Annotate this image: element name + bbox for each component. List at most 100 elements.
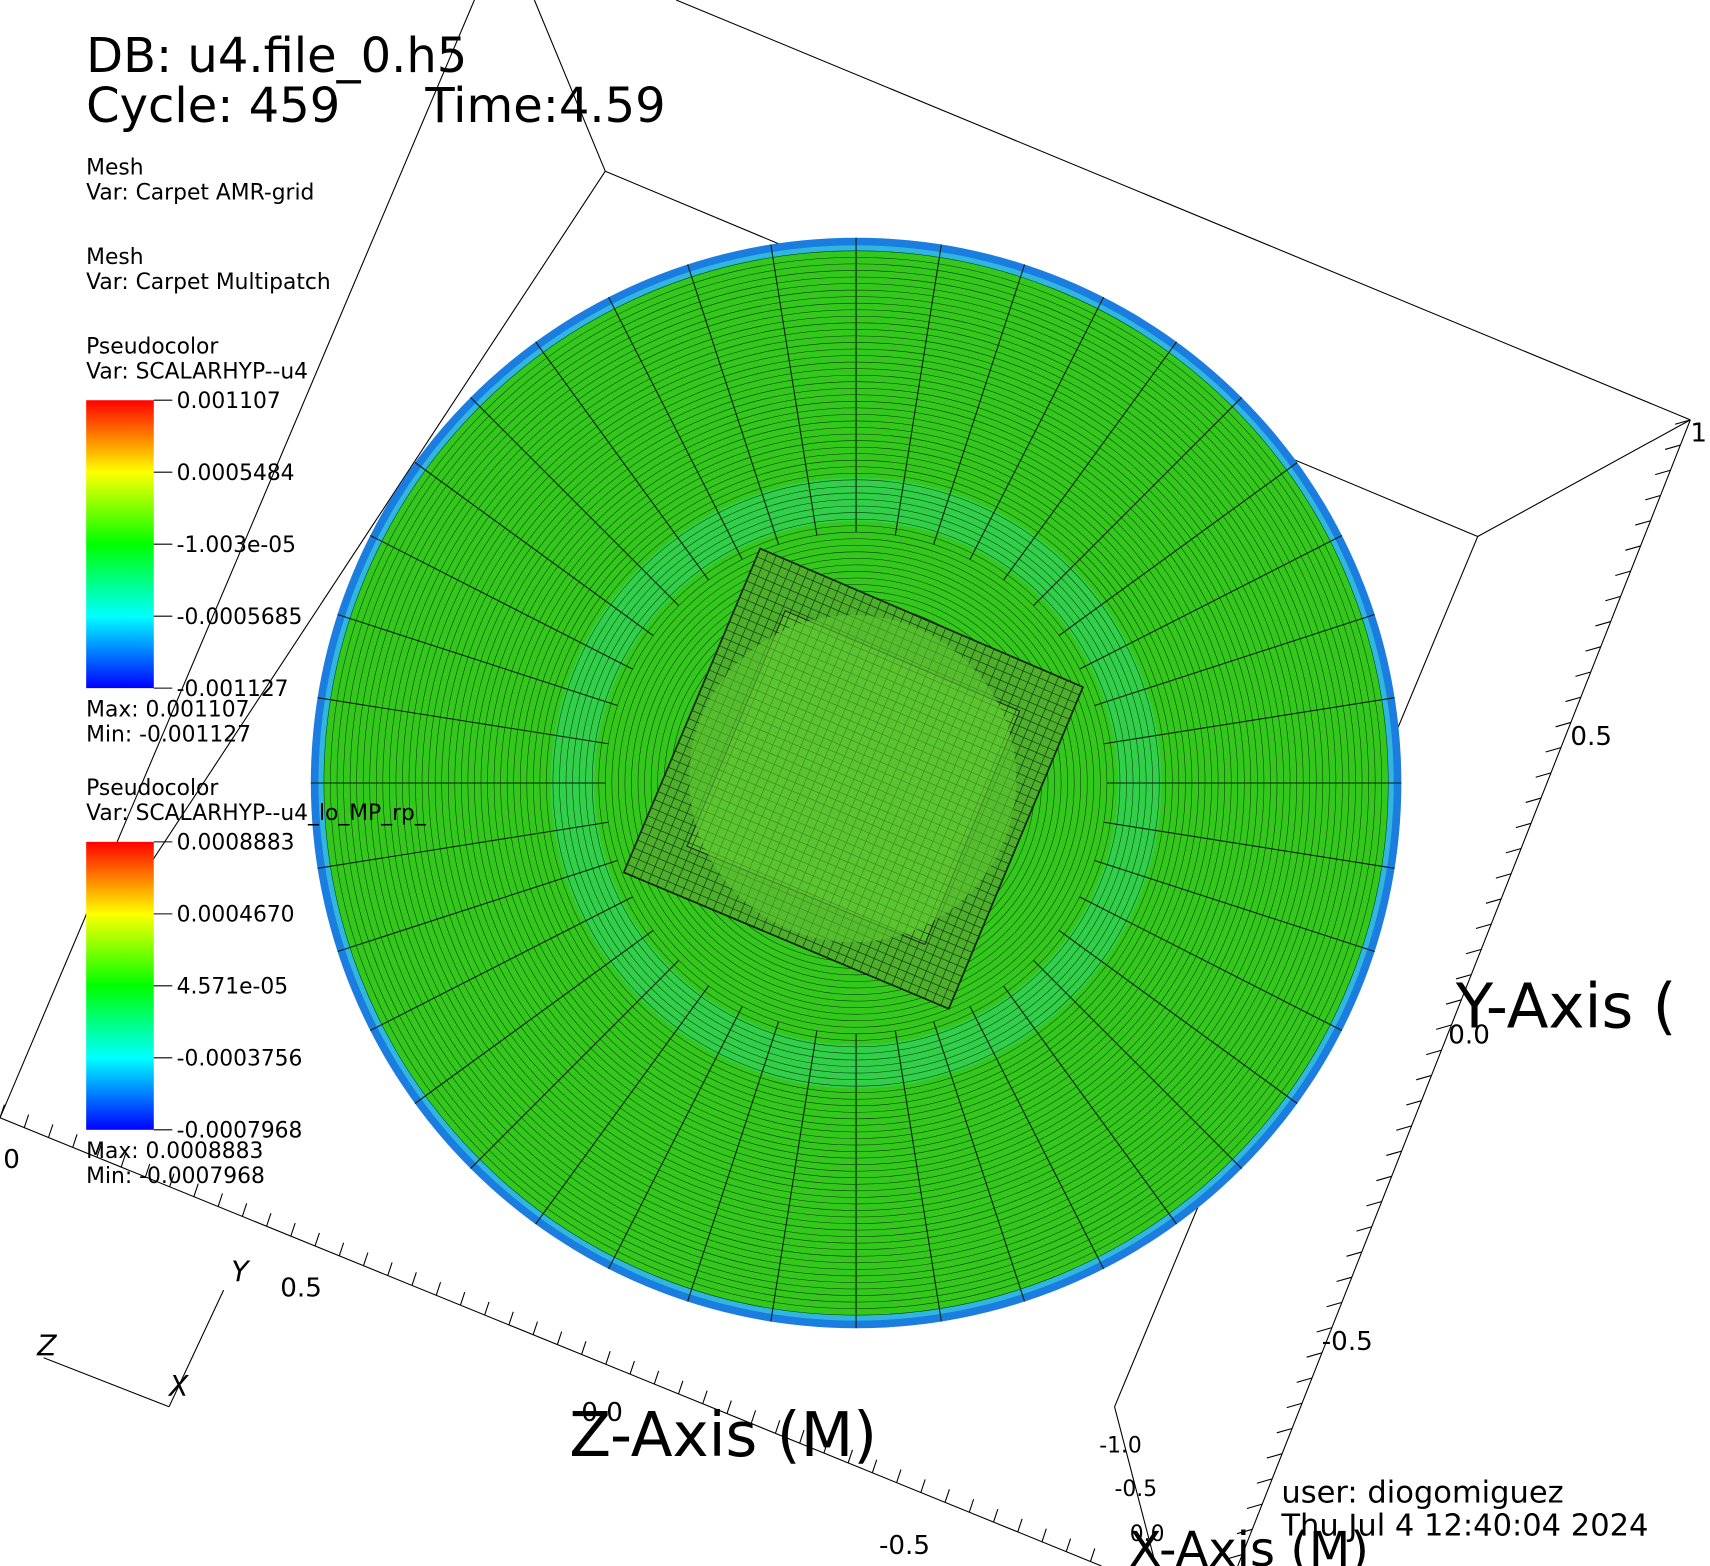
amr-line (627, 864, 953, 1001)
axis-tick (1226, 1554, 1243, 1560)
axis-tick (823, 1439, 829, 1454)
axis-tick (1635, 520, 1651, 526)
axis-tick (1017, 1518, 1023, 1533)
axis-tick (1256, 1478, 1273, 1484)
axis-tick (1515, 822, 1532, 829)
axis-tick (1545, 747, 1562, 753)
axis-tick (508, 1311, 514, 1326)
axis-tick (47, 1124, 54, 1138)
legend-max: Max: 0.0008883 (86, 1139, 263, 1164)
axis-tick (23, 1114, 30, 1128)
color-bar-label: 0.0005484 (177, 461, 295, 486)
axis-tick (1396, 1125, 1412, 1131)
cycle-label: Cycle: 459 (86, 78, 340, 134)
axis-tick (1426, 1049, 1442, 1056)
color-bar (86, 841, 154, 1130)
x-tick-label: -1.0 (1099, 1434, 1142, 1459)
mesh-spoke (1103, 821, 1395, 869)
axis-tick (702, 1390, 708, 1404)
mesh-ring (611, 538, 1101, 1028)
axis-tick (387, 1262, 393, 1276)
legend-var: Var: Carpet Multipatch (86, 270, 331, 295)
color-bar-label: -0.001127 (177, 677, 289, 702)
axis-tick (799, 1429, 805, 1444)
mesh-spoke (1103, 697, 1395, 745)
mesh-spoke (1033, 959, 1243, 1169)
legend-min: Min: -0.001127 (86, 723, 251, 748)
mesh-spoke (414, 462, 654, 637)
axis-tick (1366, 1201, 1382, 1207)
color-bar-label: 4.571e-05 (177, 974, 288, 999)
axis-tick (72, 1134, 78, 1148)
mesh-ring (624, 551, 1088, 1015)
mesh-spoke (1003, 341, 1178, 581)
axis-tick (1326, 1301, 1343, 1308)
axis-tick (290, 1222, 296, 1237)
triad-label: Z (36, 1330, 57, 1363)
axis-tick (677, 1380, 684, 1395)
mesh-ring (644, 571, 1068, 995)
axis-tick (532, 1321, 538, 1335)
axis-tick (1645, 494, 1661, 501)
axis-tick (1306, 1352, 1323, 1358)
mesh-spoke (1058, 462, 1298, 637)
axis-tick (1655, 469, 1671, 476)
legend-kind: Mesh (86, 245, 143, 270)
axis-tick (217, 1193, 223, 1207)
axis-tick (774, 1420, 781, 1434)
axis-tick (1386, 1150, 1402, 1156)
axis-tick (241, 1203, 248, 1217)
legend-var: Var: Carpet AMR-grid (86, 181, 314, 206)
color-bar-label: -0.0007968 (177, 1118, 303, 1143)
axis-tick (266, 1212, 272, 1227)
z-tick-label: 0.0 (581, 1398, 623, 1428)
db-label: DB: u4.file_0.h5 (86, 28, 467, 84)
mesh-spoke (1079, 534, 1343, 670)
amr-line (940, 683, 1076, 1006)
mesh-spoke (337, 859, 618, 953)
axis-tick (1674, 419, 1691, 425)
z-tick-label: 0 (3, 1145, 20, 1175)
mesh-spoke (370, 896, 633, 1032)
mesh-spoke (317, 697, 609, 745)
legend-var: Var: SCALARHYP--u4 (86, 359, 308, 384)
axis-tick (1089, 1548, 1096, 1562)
time-label: Time:4.59 (424, 78, 665, 134)
axis-tick (1555, 721, 1572, 728)
axis-tick (193, 1183, 199, 1197)
color-bar-label: -0.0003756 (177, 1046, 303, 1071)
axis-tick (120, 1153, 127, 1168)
axis-tick (556, 1331, 563, 1345)
axis-tick (653, 1370, 660, 1385)
axis-tick (338, 1242, 345, 1257)
axis-tick (1336, 1276, 1352, 1283)
mesh-spoke (770, 1030, 818, 1322)
y-tick-label: 0.5 (1570, 722, 1612, 752)
axis-tick (629, 1360, 635, 1375)
axis-tick (1246, 1503, 1263, 1509)
legend-kind: Mesh (86, 155, 143, 180)
x-tick-label: -0.5 (1115, 1477, 1158, 1502)
mesh-spoke (470, 959, 680, 1169)
axis-tick (1455, 974, 1472, 980)
mesh-spoke (770, 244, 818, 536)
color-bar-label: 0.0008883 (177, 831, 295, 856)
mesh-spoke (608, 1006, 743, 1270)
y-axis-title: Y-Axis ( (1455, 971, 1677, 1042)
axis-tick (1406, 1100, 1422, 1106)
axis-tick (0, 1104, 5, 1118)
color-bar-label: 0.0004670 (177, 902, 295, 927)
axis-tick (362, 1252, 369, 1266)
axis-tick (1266, 1453, 1283, 1459)
legend-kind: Pseudocolor (86, 334, 218, 359)
axis-tick (968, 1498, 975, 1513)
mesh-spoke (687, 264, 780, 545)
axis-tick (411, 1272, 417, 1286)
date-label: Thu Jul 4 12:40:04 2024 (1280, 1508, 1648, 1543)
axis-tick (726, 1400, 732, 1414)
axis-tick (1416, 1074, 1432, 1081)
color-bar (86, 400, 154, 689)
legend-min: Min: -0.0007968 (86, 1164, 265, 1189)
x-tick-label: 0.0 (1130, 1522, 1165, 1547)
